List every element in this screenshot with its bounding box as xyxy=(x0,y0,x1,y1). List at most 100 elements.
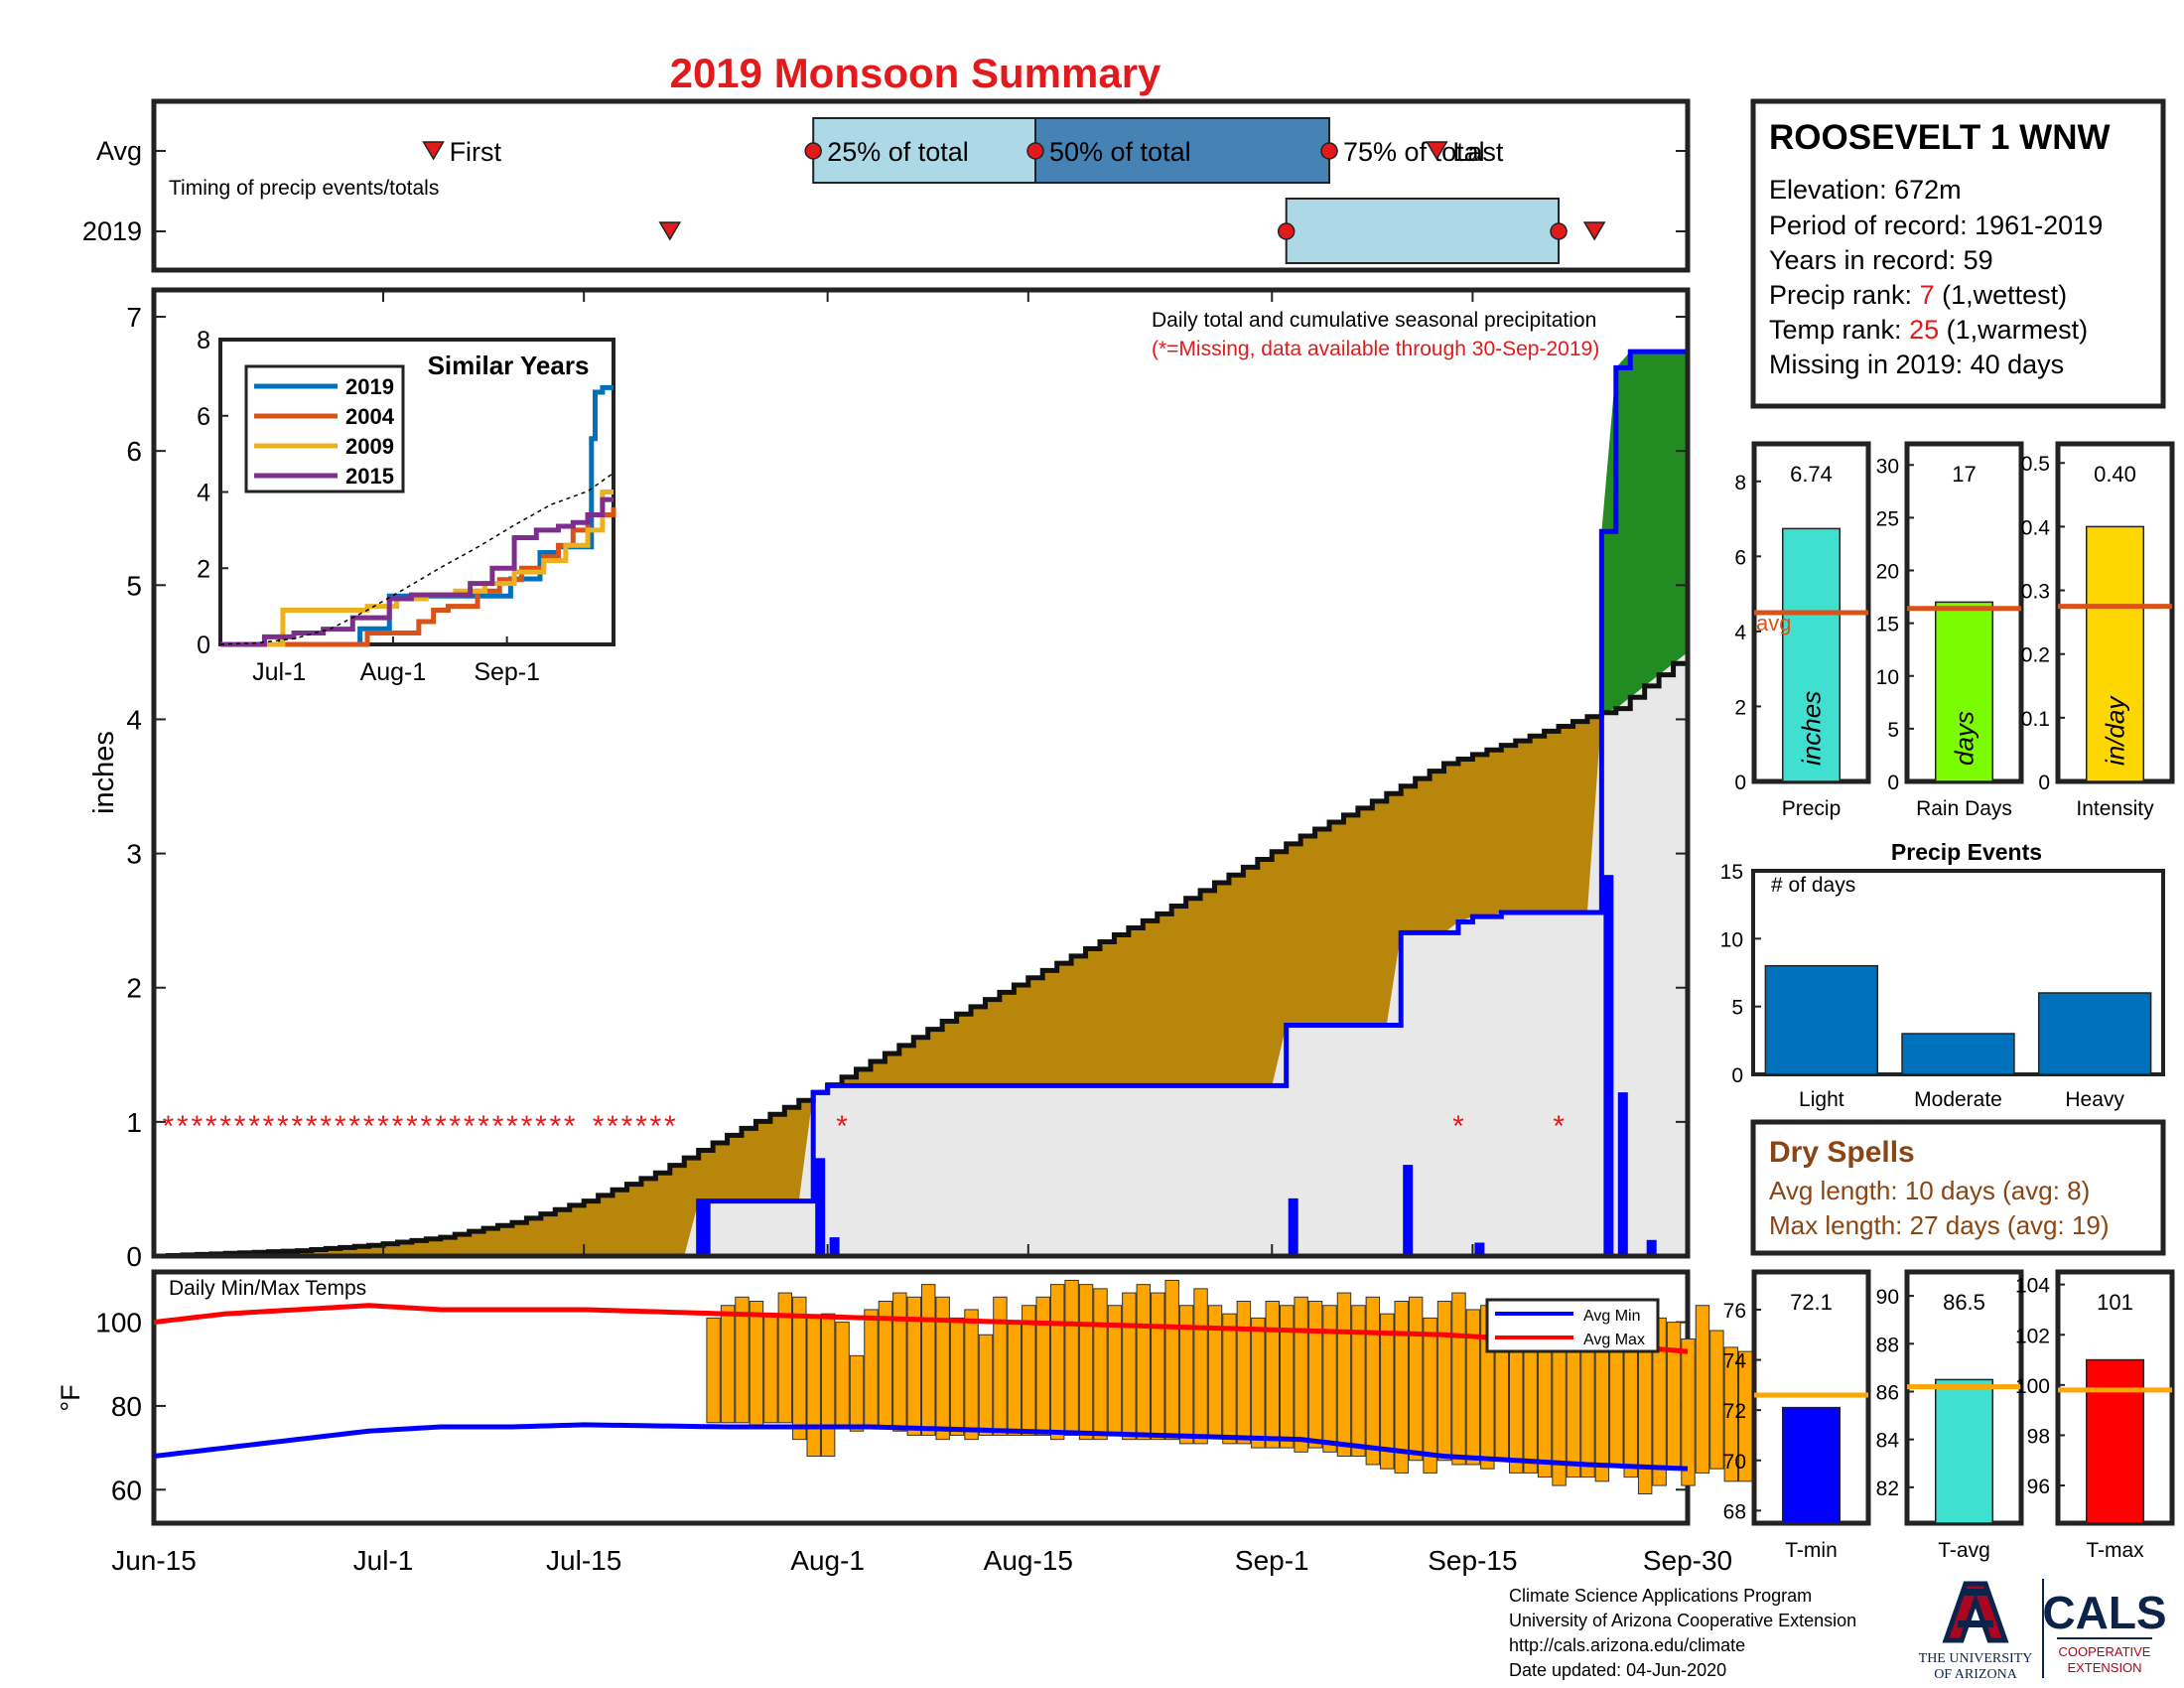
stat-y-tick-label: 0 xyxy=(1887,772,1899,794)
missing-day-marker: * xyxy=(320,1110,332,1143)
legend-label-2009: 2009 xyxy=(345,434,394,459)
x-tick-label: Sep-30 xyxy=(1643,1545,1732,1576)
temp-range-bar xyxy=(1436,1301,1452,1462)
stat-y-tick-label: 20 xyxy=(1876,561,1899,584)
x-tick-label: Jul-15 xyxy=(546,1545,621,1576)
y-tick-label: 7 xyxy=(126,302,142,333)
missing-day-marker: * xyxy=(163,1110,175,1143)
precip-subtitle: (*=Missing, data available through 30-Se… xyxy=(1152,338,1599,360)
stat-y-tick-label: 8 xyxy=(1734,472,1746,494)
stat-panel-precip: 0 2 4 6 8 6.74 inches avg Precip xyxy=(1734,441,1871,820)
y-tick-label: 0 xyxy=(126,1241,142,1272)
stat-y-tick-label: 102 xyxy=(2015,1325,2050,1347)
temp-range-bar xyxy=(1465,1309,1481,1466)
q75-label: 75% of total xyxy=(1343,137,1485,167)
y2019-q75-marker xyxy=(1550,222,1568,240)
stat-value-label: 72.1 xyxy=(1790,1290,1833,1315)
stat-y-tick-label: 74 xyxy=(1723,1350,1747,1373)
stat-y-tick-label: 0.2 xyxy=(2021,644,2050,667)
missing-day-marker: * xyxy=(549,1110,561,1143)
daily-precip-bar xyxy=(1403,1165,1414,1256)
events-category-label: Moderate xyxy=(1914,1088,2002,1111)
temp-range-bar xyxy=(1251,1317,1266,1449)
temp-range-bar xyxy=(1380,1313,1395,1470)
daily-precip-bar xyxy=(1288,1197,1298,1256)
daily-precip-bar xyxy=(1617,1092,1628,1256)
missing-day-marker: * xyxy=(464,1110,476,1143)
y-tick-label: 6 xyxy=(126,436,142,467)
timing-caption: Timing of precip events/totals xyxy=(169,177,439,200)
missing-day-marker: * xyxy=(177,1110,189,1143)
dry-spells-title: Dry Spells xyxy=(1769,1136,1915,1169)
temp-range-bar xyxy=(763,1313,778,1424)
q25-label: 25% of total xyxy=(827,137,969,167)
inset-y-tick-label: 2 xyxy=(197,555,210,583)
events-bars: 0 5 10 15 Light Moderate Heavy xyxy=(1720,861,2152,1111)
temp-range-bar xyxy=(1064,1279,1079,1436)
temp-range-bar xyxy=(1695,1305,1710,1474)
temp-stat-bars: 68 70 72 74 76 72.1 T-min 82 84 86 88 90 86.5 T-avg 96… xyxy=(1723,1269,2175,1562)
precip-stat-bars: 0 2 4 6 8 6.74 inches avg Precip 0 5 10 15 20 25 30 17 da… xyxy=(1734,441,2175,820)
legend-avg-min: Avg Min xyxy=(1583,1308,1641,1325)
station-years: Years in record: 59 xyxy=(1769,245,1993,275)
inset-line-2004 xyxy=(220,506,616,647)
stat-y-tick-label: 25 xyxy=(1876,507,1899,530)
temp-range-bar xyxy=(1207,1305,1223,1436)
cumulative-areas: * * * * * * * * * * * * * * * * * * * * * * * * * * * * * * * * * * * * * * xyxy=(154,349,1691,1259)
temp-range-bar xyxy=(1723,1346,1739,1482)
stat-unit-label: days xyxy=(1950,711,1979,766)
station-name: ROOSEVELT 1 WNW xyxy=(1769,118,2111,157)
stat-y-tick-label: 96 xyxy=(2027,1476,2050,1498)
stat-y-tick-label: 30 xyxy=(1876,455,1899,478)
footer-line-1: Climate Science Applications Program xyxy=(1509,1586,1812,1606)
missing-day-marker: * xyxy=(521,1110,533,1143)
temp-range-bar xyxy=(806,1317,821,1458)
events-y-tick-label: 15 xyxy=(1720,861,1743,884)
avg-max-line xyxy=(153,1303,1689,1354)
missing-day-marker: * xyxy=(392,1110,404,1143)
university-of-arizona-logo[interactable]: THE UNIVERSITY OF ARIZONA xyxy=(1919,1581,2033,1682)
inset-line-2019 xyxy=(220,384,614,647)
events-bar-moderate xyxy=(1901,1033,2015,1075)
temp-range-bar xyxy=(864,1309,879,1428)
daily-precip-bar xyxy=(1646,1239,1657,1256)
x-tick-label: Aug-15 xyxy=(984,1545,1073,1576)
timing-row-label-avg: Avg xyxy=(96,136,142,166)
missing-day-marker: * xyxy=(306,1110,318,1143)
inset-y-tick-label: 4 xyxy=(197,480,210,507)
inset-x-tick-label: Aug-1 xyxy=(360,658,427,686)
stat-value-label: 6.74 xyxy=(1790,462,1833,487)
stat-y-tick-label: 82 xyxy=(1876,1477,1899,1500)
temp-range-bar xyxy=(1537,1350,1553,1478)
missing-day-marker: * xyxy=(535,1110,547,1143)
temp-range-bar xyxy=(792,1296,807,1441)
events-category-label: Heavy xyxy=(2065,1088,2124,1111)
temp-range-bar xyxy=(1222,1313,1237,1445)
similar-years-lines: 0 2 4 6 8 Jul-1 Aug-1 Sep-1 xyxy=(197,327,616,686)
y-tick-label: 3 xyxy=(126,839,142,870)
avg-last-marker xyxy=(1425,141,1448,161)
temp-range-bar xyxy=(706,1317,721,1424)
last-label: Last xyxy=(1452,137,1504,167)
missing-day-marker: * xyxy=(335,1110,346,1143)
events-bar-light xyxy=(1764,964,1879,1075)
missing-day-marker: * xyxy=(650,1110,662,1143)
daily-precip-bar xyxy=(700,1200,711,1256)
stat-y-tick-label: 15 xyxy=(1876,614,1899,636)
events-y-tick-label: 0 xyxy=(1731,1064,1743,1087)
missing-day-marker: * xyxy=(836,1110,848,1143)
missing-day-marker: * xyxy=(478,1110,489,1143)
inset-line-2015 xyxy=(220,496,614,647)
temp-range-bar xyxy=(1580,1337,1595,1478)
cals-logo[interactable]: CALS COOPERATIVE EXTENSION xyxy=(2042,1587,2166,1675)
stat-x-label: Precip xyxy=(1782,797,1842,820)
stat-unit-label: inches xyxy=(1797,691,1827,766)
temp-range-bar xyxy=(1265,1301,1280,1449)
cumulative-2019-area xyxy=(154,651,1688,1256)
events-category-label: Light xyxy=(1799,1088,1844,1111)
temp-range-bar xyxy=(978,1334,994,1436)
x-tick-label: Sep-15 xyxy=(1428,1545,1517,1576)
temperature-bars: 60 80 100 xyxy=(95,1279,1782,1505)
stat-unit-label: in/day xyxy=(2101,695,2130,766)
temp-rank: Temp rank: 25 (1,warmest) xyxy=(1769,315,2088,345)
